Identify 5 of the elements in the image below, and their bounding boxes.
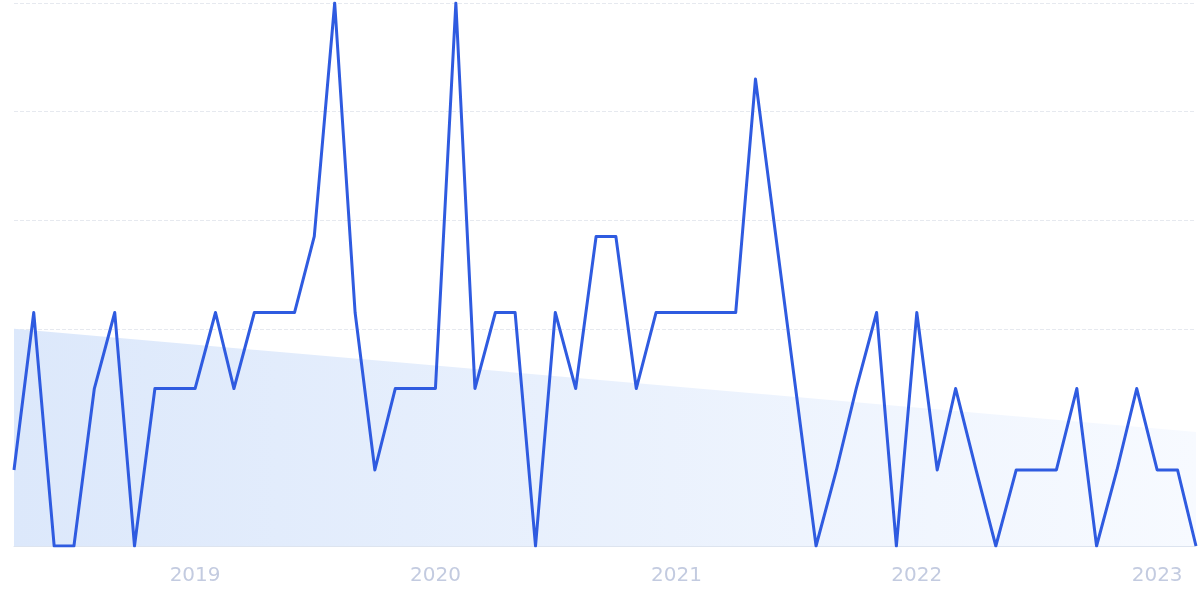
- x-tick-label: 2020: [409, 562, 461, 586]
- x-tick-label: 2019: [169, 562, 221, 586]
- x-tick-label: 2021: [650, 562, 702, 586]
- x-tick-label: 2023: [1131, 562, 1183, 586]
- x-tick-label: 2022: [891, 562, 943, 586]
